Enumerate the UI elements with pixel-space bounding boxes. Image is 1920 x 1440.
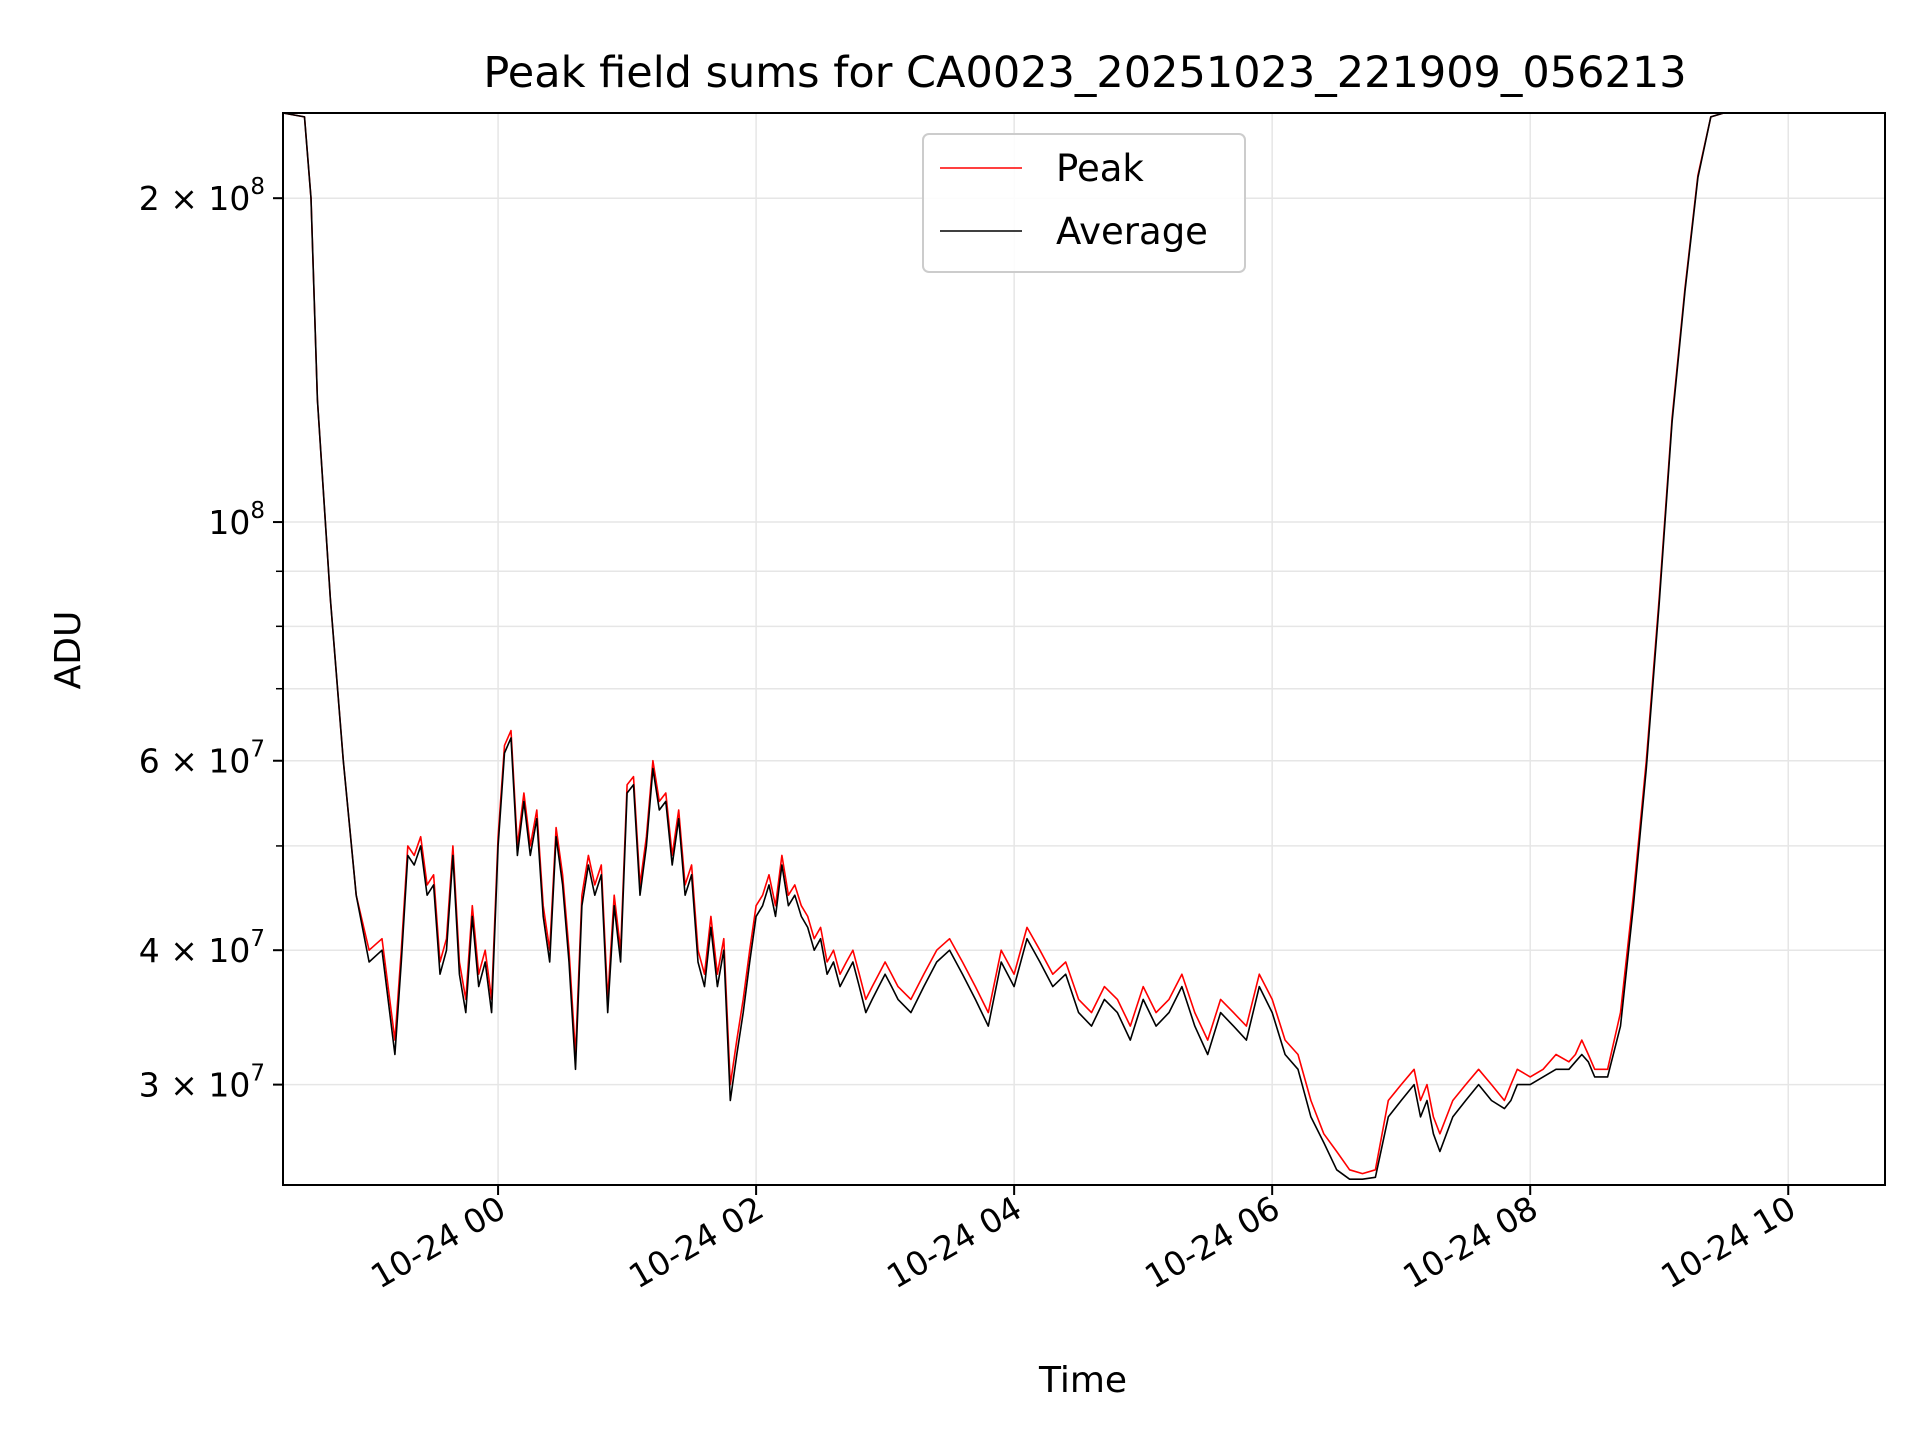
x-axis-label: Time	[1038, 1360, 1127, 1401]
chart-title: Peak field sums for CA0023_20251023_2219…	[483, 48, 1686, 98]
y-tick-label: 6 × 107	[139, 737, 265, 781]
y-axis: 3 × 107 4 × 107 6 × 107 108 2 × 108	[139, 174, 283, 1105]
plot-frame	[282, 112, 1886, 1186]
legend-average-label: Average	[1056, 210, 1208, 253]
legend-peak-label: Peak	[1056, 147, 1144, 190]
series-group	[282, 112, 1724, 1180]
y-tick-label: 2 × 108	[139, 174, 265, 218]
grid	[283, 113, 1885, 1185]
series-line-peak	[282, 112, 1724, 1175]
y-tick-label: 3 × 107	[139, 1061, 265, 1105]
y-tick-label: 108	[208, 498, 265, 542]
y-axis-label: ADU	[48, 611, 89, 690]
legend: Peak Average	[922, 133, 1246, 273]
y-tick-label: 4 × 107	[139, 926, 265, 970]
series-line-average	[282, 112, 1724, 1180]
